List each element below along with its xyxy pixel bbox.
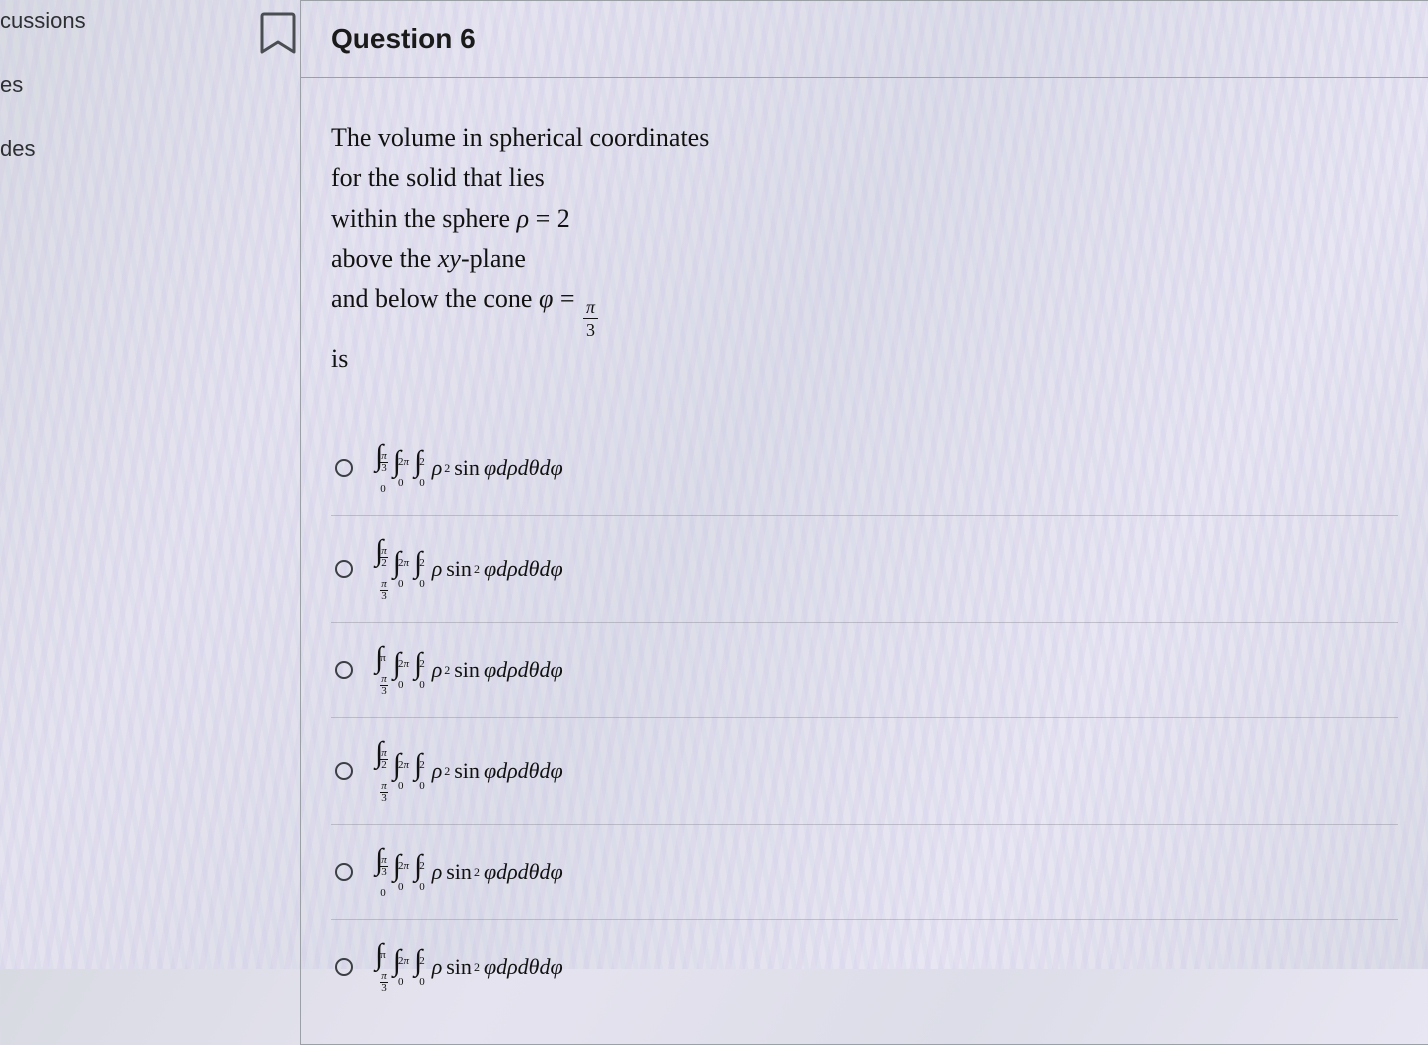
option-label: ∫π2π3∫2π0∫20 ρ sin2 φdρdθdφ <box>375 536 563 602</box>
radio-button[interactable] <box>335 661 353 679</box>
stem-line: and below the cone φ = π3 <box>331 279 1398 339</box>
answer-option[interactable]: ∫π30∫2π0∫20 ρ sin2 φdρdθdφ <box>331 825 1398 920</box>
radio-button[interactable] <box>335 762 353 780</box>
option-label: ∫π30∫2π0∫20 ρ2 sin φdρdθdφ <box>375 441 563 495</box>
question-title: Question 6 <box>331 23 1398 55</box>
answer-option[interactable]: ∫ππ3∫2π0∫20 ρ sin2 φdρdθdφ <box>331 920 1398 1014</box>
option-label: ∫ππ3∫2π0∫20 ρ2 sin φdρdθdφ <box>375 643 563 697</box>
question-stem: The volume in spherical coordinatesfor t… <box>331 118 1398 379</box>
sidebar-item[interactable]: cussions <box>0 0 240 64</box>
stem-line: is <box>331 339 1398 379</box>
stem-line: above the xy-plane <box>331 239 1398 279</box>
bookmark-icon[interactable] <box>258 10 298 56</box>
stem-line: The volume in spherical coordinates <box>331 118 1398 158</box>
option-label: ∫π2π3∫2π0∫20 ρ2 sin φdρdθdφ <box>375 738 563 804</box>
answer-option[interactable]: ∫π2π3∫2π0∫20 ρ2 sin φdρdθdφ <box>331 718 1398 825</box>
question-card: Question 6 The volume in spherical coord… <box>300 0 1428 1045</box>
answer-option[interactable]: ∫π2π3∫2π0∫20 ρ sin2 φdρdθdφ <box>331 516 1398 623</box>
sidebar-item[interactable]: des <box>0 128 240 192</box>
option-label: ∫ππ3∫2π0∫20 ρ sin2 φdρdθdφ <box>375 940 563 994</box>
answer-options: ∫π30∫2π0∫20 ρ2 sin φdρdθdφ ∫π2π3∫2π0∫20 ρ… <box>331 421 1398 1014</box>
sidebar: cussionsesdes <box>0 0 240 969</box>
radio-button[interactable] <box>335 560 353 578</box>
stem-line: within the sphere ρ = 2 <box>331 199 1398 239</box>
radio-button[interactable] <box>335 459 353 477</box>
radio-button[interactable] <box>335 958 353 976</box>
option-label: ∫π30∫2π0∫20 ρ sin2 φdρdθdφ <box>375 845 563 899</box>
answer-option[interactable]: ∫π30∫2π0∫20 ρ2 sin φdρdθdφ <box>331 421 1398 516</box>
radio-button[interactable] <box>335 863 353 881</box>
question-body: The volume in spherical coordinatesfor t… <box>301 78 1428 1044</box>
sidebar-item[interactable]: es <box>0 64 240 128</box>
question-header: Question 6 <box>301 1 1428 78</box>
stem-line: for the solid that lies <box>331 158 1398 198</box>
answer-option[interactable]: ∫ππ3∫2π0∫20 ρ2 sin φdρdθdφ <box>331 623 1398 718</box>
